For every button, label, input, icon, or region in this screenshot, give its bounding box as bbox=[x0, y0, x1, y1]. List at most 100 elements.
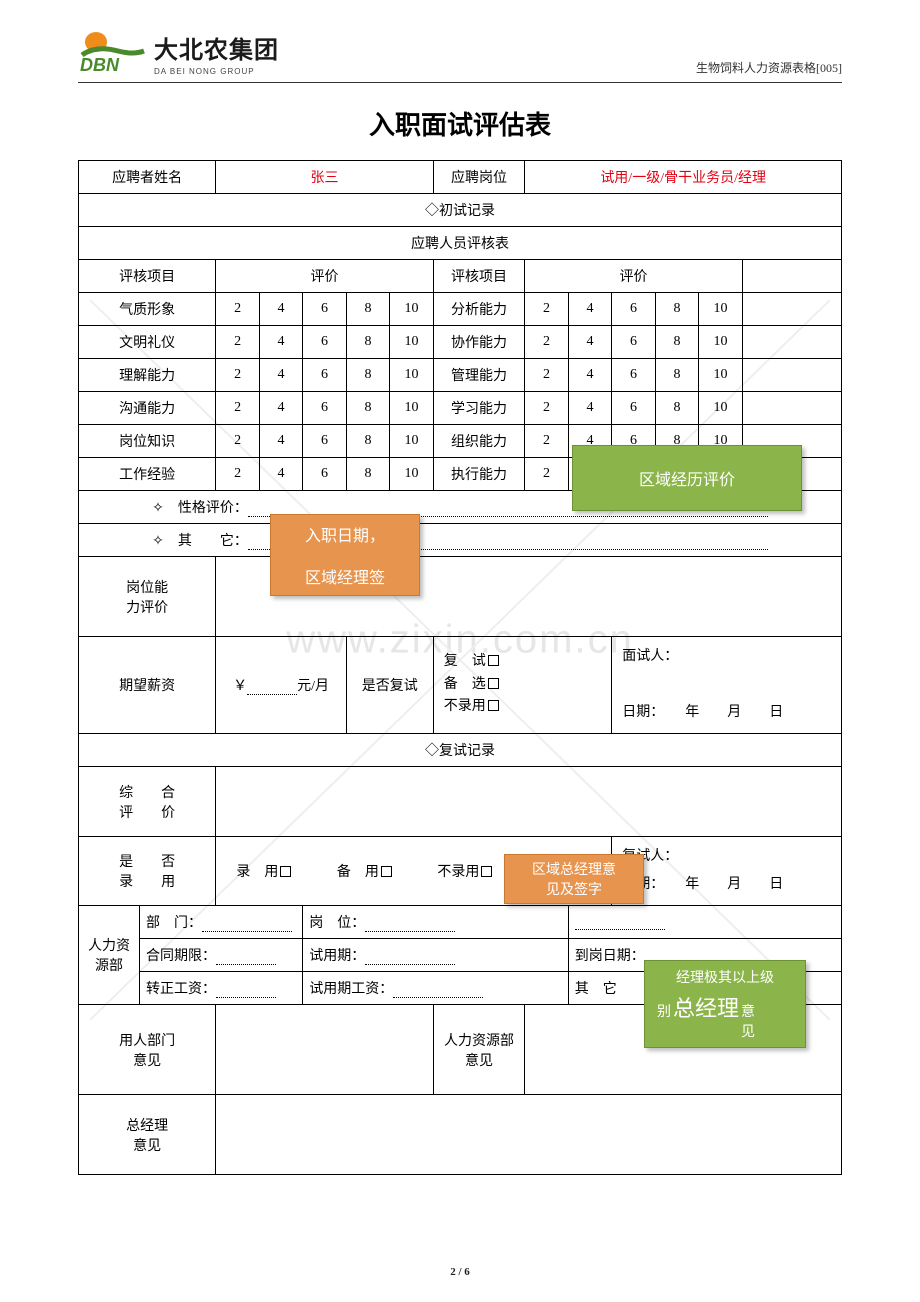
rate-r2-3[interactable]: 8 bbox=[655, 359, 698, 392]
rate-r1-4[interactable]: 10 bbox=[699, 326, 742, 359]
row-other: ✧ 其 它： bbox=[79, 524, 842, 557]
label-name: 应聘者姓名 bbox=[79, 161, 216, 194]
opt-retest[interactable]: 复 试 bbox=[444, 654, 486, 669]
rate-r0-2[interactable]: 6 bbox=[612, 293, 655, 326]
label-pos-ability: 岗位能 力评价 bbox=[79, 557, 216, 637]
field-interviewer[interactable]: 面试人： 日期： 年 月 日 bbox=[612, 637, 842, 734]
page-number: 2 / 6 bbox=[0, 1266, 920, 1278]
opt-standby[interactable]: 备 用 bbox=[337, 865, 379, 880]
field-retest-opts[interactable]: 复 试 备 选 不录用 bbox=[433, 637, 612, 734]
field-probation[interactable]: 试用期： bbox=[303, 939, 568, 972]
rate-l0-4[interactable]: 10 bbox=[390, 293, 433, 326]
field-probsal[interactable]: 试用期工资： bbox=[303, 972, 568, 1005]
rate-l0-3[interactable]: 8 bbox=[346, 293, 389, 326]
rate-r1-1[interactable]: 4 bbox=[568, 326, 611, 359]
rate-l1-2[interactable]: 6 bbox=[303, 326, 346, 359]
rate-l5-2[interactable]: 6 bbox=[303, 458, 346, 491]
rate-r2-0[interactable]: 2 bbox=[525, 359, 568, 392]
rate-l5-0[interactable]: 2 bbox=[216, 458, 259, 491]
rate-l4-0[interactable]: 2 bbox=[216, 425, 259, 458]
rate-l2-0[interactable]: 2 bbox=[216, 359, 259, 392]
divider bbox=[78, 82, 842, 83]
label-other2: 其 它 bbox=[575, 982, 617, 997]
rate-l1-3[interactable]: 8 bbox=[346, 326, 389, 359]
rate-r0-3[interactable]: 8 bbox=[655, 293, 698, 326]
callout-region-gm: 区域总经理意 见及签字 bbox=[504, 854, 644, 904]
field-salary[interactable]: ￥元/月 bbox=[216, 637, 346, 734]
rate-r3-2[interactable]: 6 bbox=[612, 392, 655, 425]
label-position: 应聘岗位 bbox=[433, 161, 525, 194]
label-dept: 部 门： bbox=[146, 916, 202, 931]
rate-l0-1[interactable]: 4 bbox=[259, 293, 302, 326]
rate-l4-3[interactable]: 8 bbox=[346, 425, 389, 458]
rate-r0-0[interactable]: 2 bbox=[525, 293, 568, 326]
field-contract[interactable]: 合同期限： bbox=[140, 939, 303, 972]
label-date: 日期： bbox=[622, 705, 657, 720]
field-pos[interactable]: 岗 位： bbox=[303, 906, 568, 939]
field-level[interactable] bbox=[568, 906, 841, 939]
label-personality: 性格评价： bbox=[178, 501, 248, 516]
opt-hire[interactable]: 录 用 bbox=[236, 865, 278, 880]
rate-l5-3[interactable]: 8 bbox=[346, 458, 389, 491]
rate-l4-4[interactable]: 10 bbox=[390, 425, 433, 458]
rate-l1-4[interactable]: 10 bbox=[390, 326, 433, 359]
opt-reject2[interactable]: 不录用 bbox=[437, 865, 479, 880]
row-pos-ability: 岗位能 力评价 bbox=[79, 557, 842, 637]
rate-l3-0[interactable]: 2 bbox=[216, 392, 259, 425]
label-ondate: 到岗日期： bbox=[575, 949, 645, 964]
rate-r2-2[interactable]: 6 bbox=[612, 359, 655, 392]
hdr-rate-right-pad bbox=[742, 260, 841, 293]
opt-alt[interactable]: 备 选 bbox=[444, 677, 486, 692]
field-gm-opinion[interactable] bbox=[216, 1095, 842, 1175]
opt-reject[interactable]: 不录用 bbox=[444, 699, 486, 714]
callout-gm-suffix: 意 见 bbox=[741, 1001, 755, 1041]
label-contract: 合同期限： bbox=[146, 949, 216, 964]
item-right-3: 学习能力 bbox=[433, 392, 525, 425]
rate-l0-0[interactable]: 2 bbox=[216, 293, 259, 326]
rate-l5-1[interactable]: 4 bbox=[259, 458, 302, 491]
rate-r2-1[interactable]: 4 bbox=[568, 359, 611, 392]
rate-l1-1[interactable]: 4 bbox=[259, 326, 302, 359]
rate-l5-4[interactable]: 10 bbox=[390, 458, 433, 491]
callout-region-gm-text: 区域总经理意 见及签字 bbox=[532, 859, 616, 899]
rate-r1-3[interactable]: 8 bbox=[655, 326, 698, 359]
rate-r5-0[interactable]: 2 bbox=[525, 458, 568, 491]
rate-l1-0[interactable]: 2 bbox=[216, 326, 259, 359]
rate-r3-4[interactable]: 10 bbox=[699, 392, 742, 425]
rate-l2-1[interactable]: 4 bbox=[259, 359, 302, 392]
rate-r1-0[interactable]: 2 bbox=[525, 326, 568, 359]
field-regular[interactable]: 转正工资： bbox=[140, 972, 303, 1005]
rate-l3-3[interactable]: 8 bbox=[346, 392, 389, 425]
item-right-0: 分析能力 bbox=[433, 293, 525, 326]
value-name: 张三 bbox=[216, 161, 433, 194]
txt-d: 日 bbox=[769, 705, 783, 720]
rate-r3-0[interactable]: 2 bbox=[525, 392, 568, 425]
field-reviewer[interactable]: 复试人： 日期： 年 月 日 bbox=[612, 837, 842, 906]
rate-l0-2[interactable]: 6 bbox=[303, 293, 346, 326]
rate-r0-1[interactable]: 4 bbox=[568, 293, 611, 326]
txt-m: 月 bbox=[727, 705, 741, 720]
rate-l3-2[interactable]: 6 bbox=[303, 392, 346, 425]
pad-r0 bbox=[742, 293, 841, 326]
rate-r3-3[interactable]: 8 bbox=[655, 392, 698, 425]
rate-r3-1[interactable]: 4 bbox=[568, 392, 611, 425]
rate-l2-3[interactable]: 8 bbox=[346, 359, 389, 392]
row-hr-1: 人力资 源部 部 门： 岗 位： bbox=[79, 906, 842, 939]
header-bar: DBN 大北农集团 DA BEI NONG GROUP 生物饲料人力资源表格[0… bbox=[78, 30, 842, 76]
field-other[interactable]: ✧ 其 它： bbox=[79, 524, 842, 557]
rate-r4-0[interactable]: 2 bbox=[525, 425, 568, 458]
rate-l4-2[interactable]: 6 bbox=[303, 425, 346, 458]
field-overall[interactable] bbox=[216, 767, 842, 837]
rate-r1-2[interactable]: 6 bbox=[612, 326, 655, 359]
field-dept[interactable]: 部 门： bbox=[140, 906, 303, 939]
rate-l3-4[interactable]: 10 bbox=[390, 392, 433, 425]
rate-l2-2[interactable]: 6 bbox=[303, 359, 346, 392]
label-dept-opinion: 用人部门 意见 bbox=[79, 1005, 216, 1095]
rate-r0-4[interactable]: 10 bbox=[699, 293, 742, 326]
field-dept-opinion[interactable] bbox=[216, 1005, 433, 1095]
rate-l2-4[interactable]: 10 bbox=[390, 359, 433, 392]
row-salary: 期望薪资 ￥元/月 是否复试 复 试 备 选 不录用 面试人： 日期： 年 月 … bbox=[79, 637, 842, 734]
rate-l4-1[interactable]: 4 bbox=[259, 425, 302, 458]
rate-r2-4[interactable]: 10 bbox=[699, 359, 742, 392]
rate-l3-1[interactable]: 4 bbox=[259, 392, 302, 425]
